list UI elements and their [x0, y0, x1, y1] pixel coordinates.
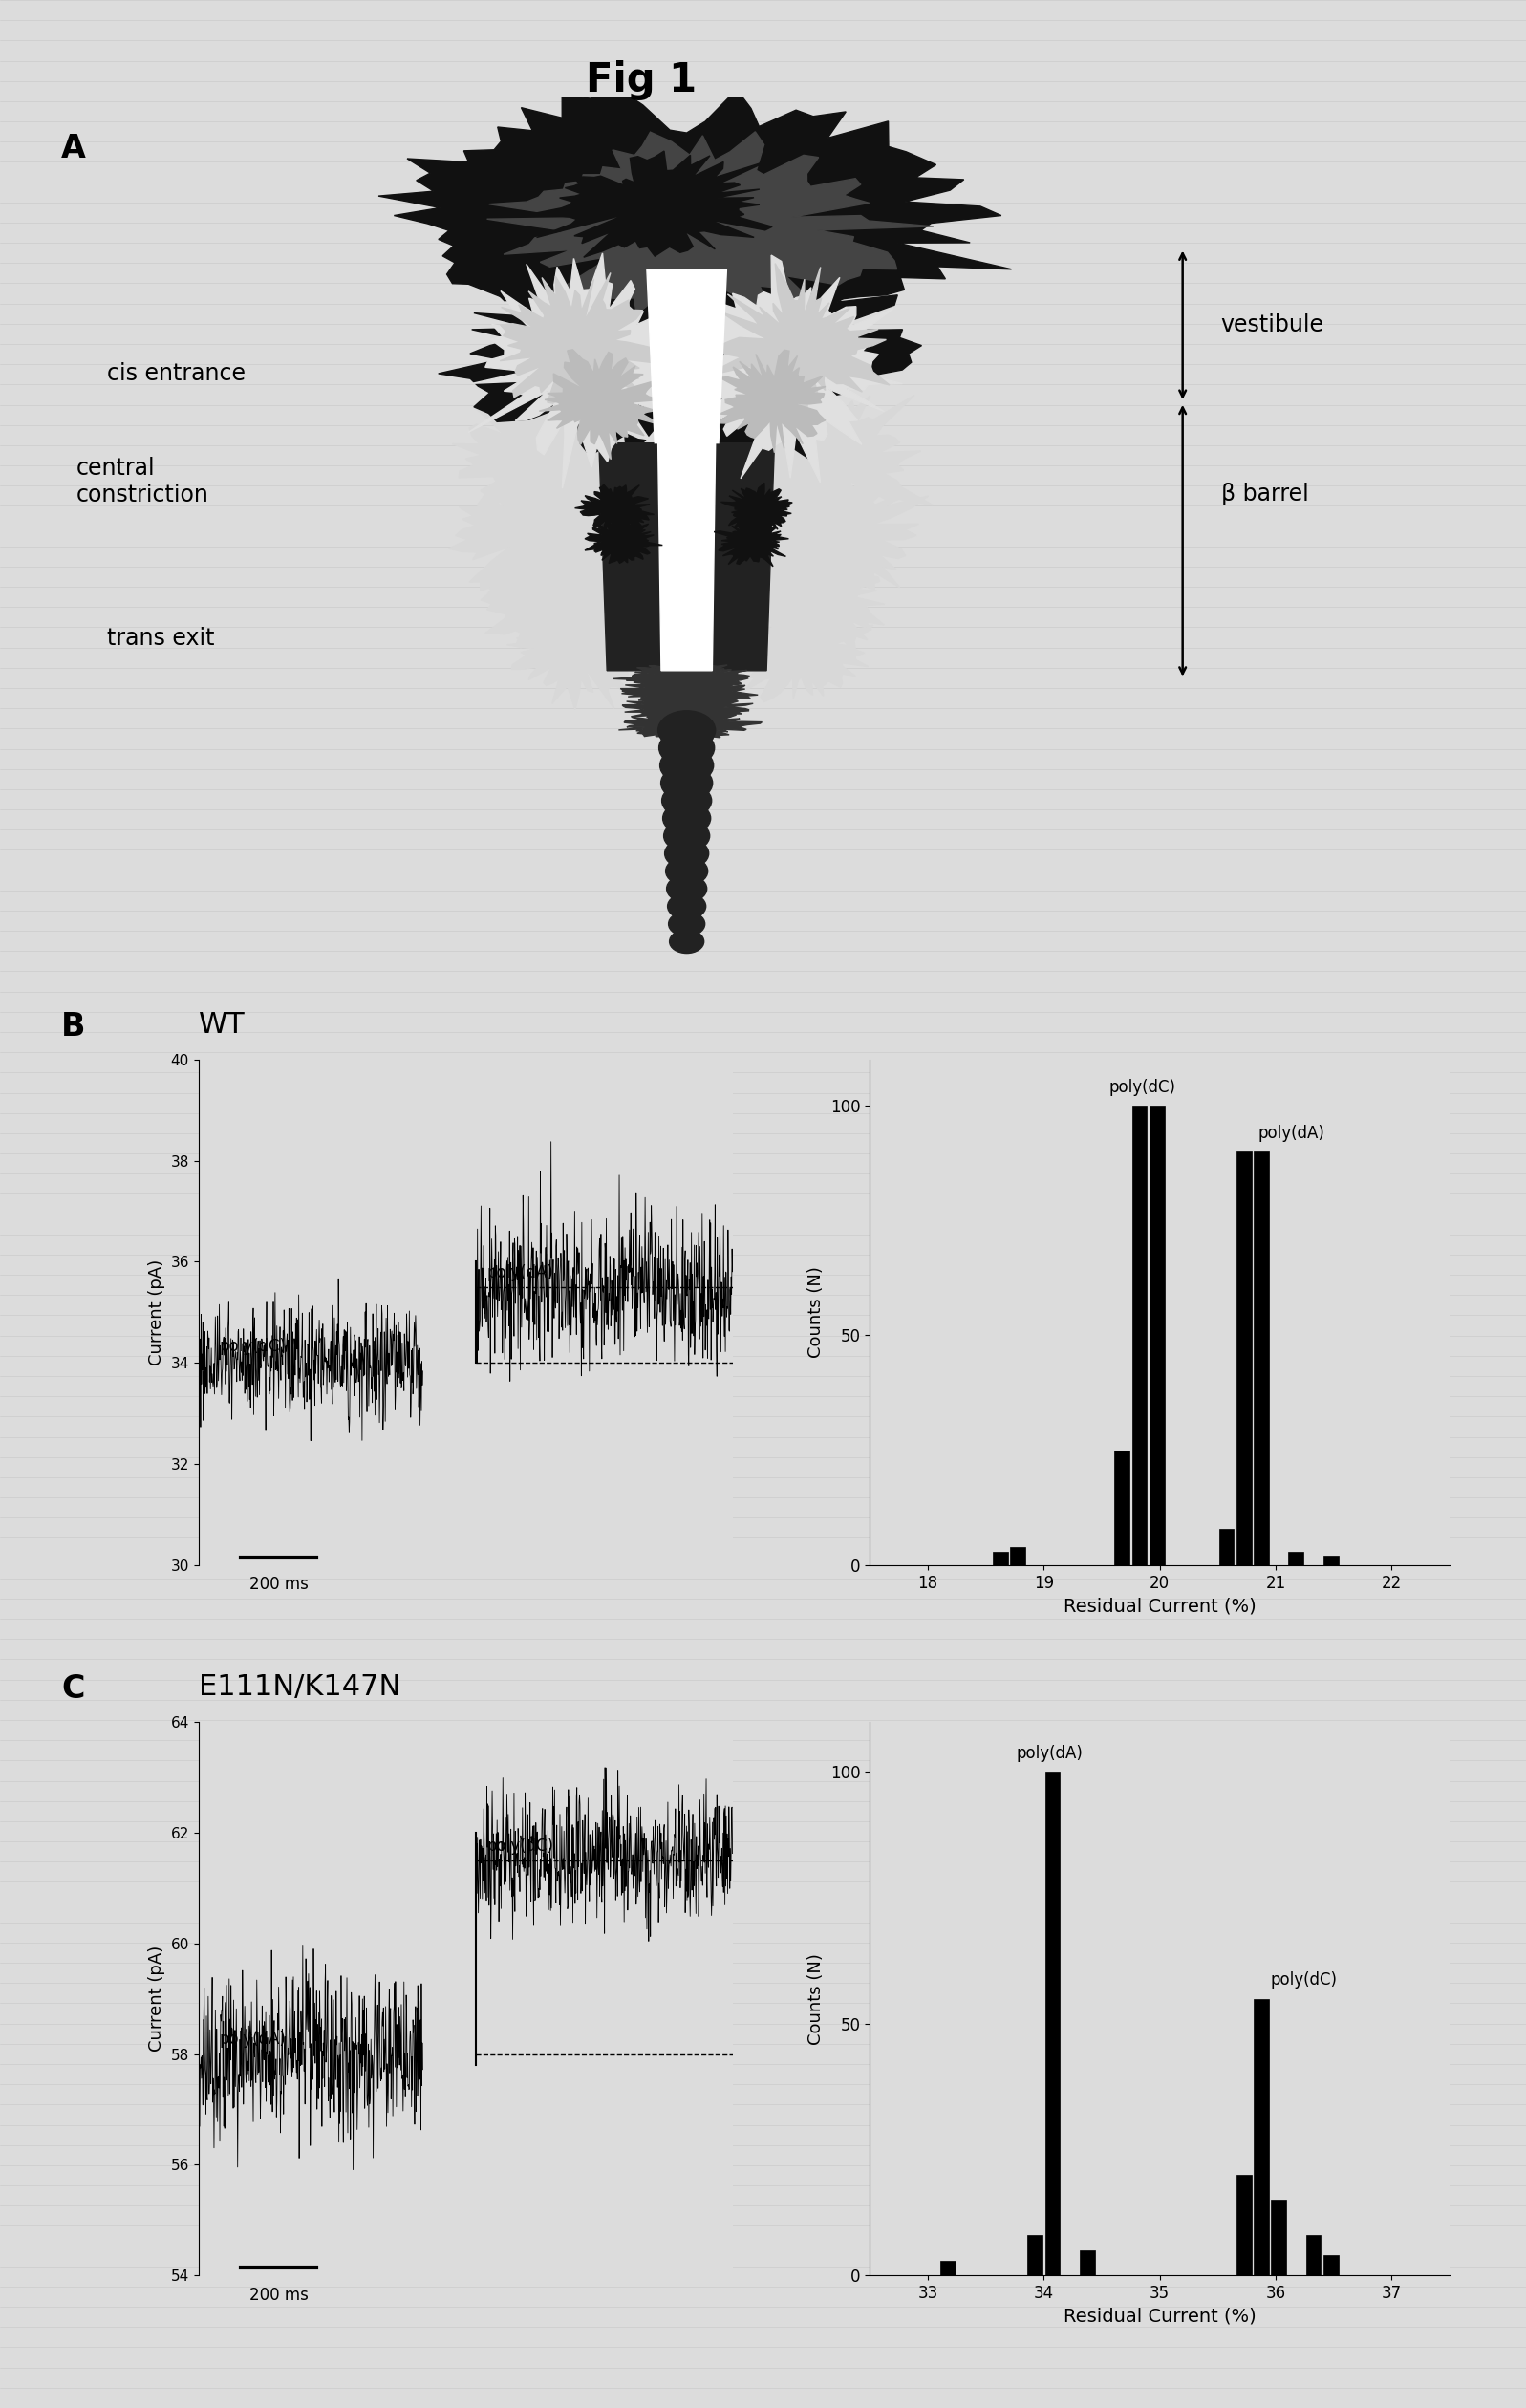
- Bar: [1080, 2251, 1094, 2276]
- Polygon shape: [507, 597, 642, 710]
- Polygon shape: [600, 443, 775, 669]
- Circle shape: [659, 746, 714, 783]
- Polygon shape: [613, 657, 749, 689]
- Bar: [1236, 2174, 1251, 2276]
- Bar: [993, 1551, 1007, 1565]
- Bar: [1306, 2235, 1322, 2276]
- Text: E111N/K147N: E111N/K147N: [198, 1674, 400, 1702]
- Y-axis label: Current (pA): Current (pA): [148, 1946, 165, 2052]
- Text: A: A: [61, 132, 85, 164]
- Polygon shape: [658, 443, 716, 669]
- Text: cis entrance: cis entrance: [107, 361, 246, 385]
- Polygon shape: [468, 253, 703, 489]
- Bar: [940, 2261, 955, 2276]
- Text: Fig 1: Fig 1: [586, 60, 696, 101]
- Circle shape: [668, 913, 705, 937]
- Y-axis label: Current (pA): Current (pA): [148, 1259, 165, 1365]
- Bar: [1288, 1551, 1303, 1565]
- X-axis label: Residual Current (%): Residual Current (%): [1064, 1597, 1256, 1616]
- Bar: [1149, 1105, 1164, 1565]
- Bar: [1254, 1999, 1268, 2276]
- Text: poly(dC): poly(dC): [487, 1837, 554, 1854]
- Text: WT: WT: [198, 1011, 244, 1040]
- Polygon shape: [737, 371, 932, 544]
- Circle shape: [667, 874, 707, 903]
- Polygon shape: [452, 354, 658, 551]
- Circle shape: [664, 821, 710, 852]
- Circle shape: [659, 730, 714, 766]
- Polygon shape: [740, 532, 885, 674]
- Polygon shape: [717, 349, 826, 453]
- Polygon shape: [536, 152, 772, 258]
- Text: poly(dC): poly(dC): [220, 1339, 287, 1356]
- Circle shape: [667, 893, 707, 920]
- Polygon shape: [716, 262, 890, 424]
- Polygon shape: [501, 272, 668, 424]
- Circle shape: [661, 766, 713, 799]
- Text: vestibule: vestibule: [1221, 313, 1325, 337]
- Polygon shape: [720, 484, 792, 532]
- Bar: [1132, 1105, 1148, 1565]
- Circle shape: [658, 710, 716, 749]
- Text: central
constriction: central constriction: [76, 458, 209, 506]
- Text: β barrel: β barrel: [1221, 482, 1308, 506]
- Bar: [1045, 1772, 1061, 2276]
- Text: trans exit: trans exit: [107, 626, 214, 650]
- Bar: [1323, 1556, 1338, 1565]
- Text: C: C: [61, 1674, 84, 1705]
- X-axis label: Residual Current (%): Residual Current (%): [1064, 2307, 1256, 2326]
- Polygon shape: [378, 79, 1012, 349]
- Text: 200 ms: 200 ms: [249, 1575, 308, 1592]
- Text: poly(dA): poly(dA): [220, 2030, 287, 2047]
- Polygon shape: [714, 518, 789, 566]
- Y-axis label: Counts (N): Counts (N): [807, 1267, 826, 1358]
- Text: poly(dA): poly(dA): [1259, 1125, 1325, 1141]
- Text: poly(dC): poly(dC): [1270, 1972, 1337, 1989]
- Bar: [1114, 1450, 1129, 1565]
- Polygon shape: [620, 677, 758, 708]
- Bar: [1236, 1151, 1251, 1565]
- Polygon shape: [623, 694, 754, 725]
- Text: poly(dC): poly(dC): [1109, 1079, 1177, 1096]
- Bar: [1271, 2201, 1286, 2276]
- Circle shape: [665, 857, 708, 886]
- Polygon shape: [449, 455, 632, 600]
- Polygon shape: [618, 710, 761, 739]
- Circle shape: [665, 838, 708, 869]
- Polygon shape: [678, 255, 902, 482]
- Circle shape: [670, 929, 703, 954]
- Text: poly(dA): poly(dA): [487, 1264, 554, 1281]
- Bar: [1219, 1529, 1235, 1565]
- Polygon shape: [539, 349, 667, 460]
- Polygon shape: [584, 518, 662, 563]
- Polygon shape: [481, 513, 629, 667]
- Bar: [1027, 2235, 1042, 2276]
- Bar: [1254, 1151, 1268, 1565]
- Polygon shape: [438, 229, 922, 462]
- Polygon shape: [575, 484, 655, 535]
- Bar: [1010, 1546, 1025, 1565]
- Polygon shape: [746, 441, 928, 609]
- Circle shape: [662, 783, 711, 819]
- Polygon shape: [647, 270, 726, 443]
- Y-axis label: Counts (N): Counts (N): [807, 1953, 826, 2044]
- Bar: [1323, 2256, 1338, 2276]
- Circle shape: [662, 802, 711, 836]
- Polygon shape: [487, 132, 934, 327]
- Polygon shape: [729, 588, 873, 701]
- Text: B: B: [61, 1011, 85, 1043]
- Text: poly(dA): poly(dA): [1016, 1746, 1083, 1763]
- Text: 200 ms: 200 ms: [249, 2288, 308, 2304]
